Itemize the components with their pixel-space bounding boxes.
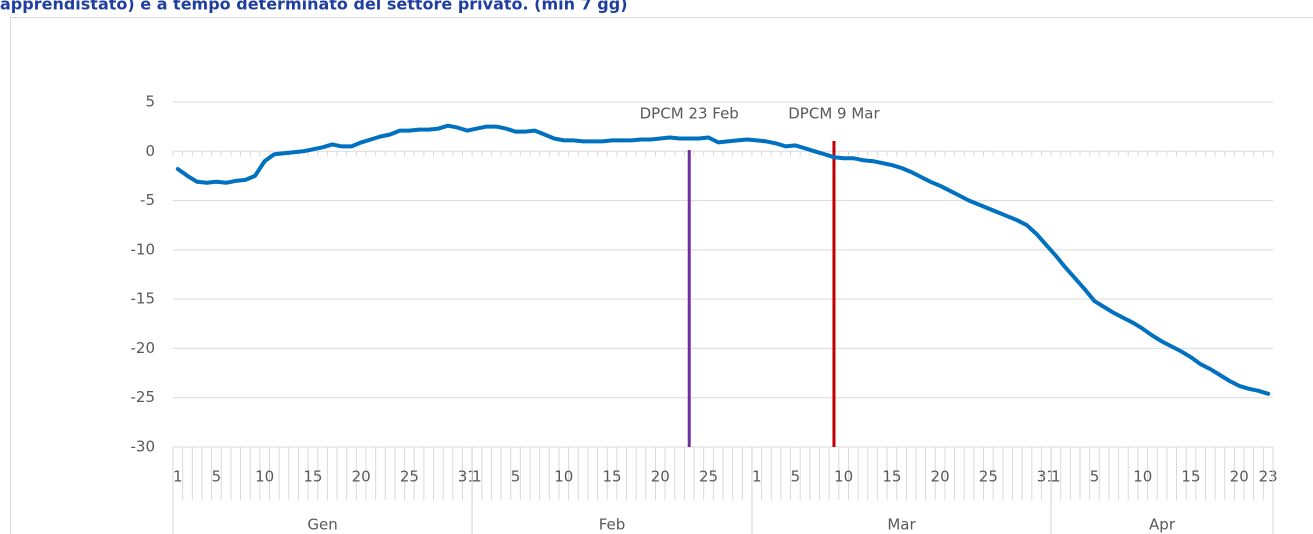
x-tick-label: 5: [791, 468, 801, 486]
x-tick-label: 15: [1181, 468, 1200, 486]
x-tick-label: 25: [979, 468, 998, 486]
x-tick-label: 15: [602, 468, 621, 486]
x-tick-label: 15: [303, 468, 322, 486]
x-tick-label: 25: [699, 468, 718, 486]
x-tick-label: 25: [400, 468, 419, 486]
x-tick-label: 20: [931, 468, 950, 486]
x-tick-label: 5: [1090, 468, 1100, 486]
x-tick-label: 1: [1051, 468, 1061, 486]
y-tick-label: -30: [131, 438, 156, 456]
y-tick-label: 0: [145, 142, 155, 160]
x-tick-label: 10: [834, 468, 853, 486]
x-tick-label: 20: [651, 468, 670, 486]
y-tick-label: -25: [131, 388, 156, 406]
x-tick-label: 20: [1230, 468, 1249, 486]
x-tick-label: 1: [173, 468, 183, 486]
x-tick-label: 5: [212, 468, 222, 486]
chart-frame: [10, 17, 1313, 534]
x-tick-label: 15: [882, 468, 901, 486]
y-tick-label: -20: [131, 339, 156, 357]
x-tick-label: 20: [352, 468, 371, 486]
x-tick-label: 10: [1133, 468, 1152, 486]
data-line: [175, 123, 1271, 396]
y-tick-label: -5: [140, 191, 155, 209]
x-tick-label: 23: [1259, 468, 1278, 486]
y-tick-label: 5: [145, 93, 155, 111]
chart-title: apprendistato) e a tempo determinato del…: [0, 0, 628, 14]
x-tick-label: 1: [472, 468, 482, 486]
x-tick-label: 10: [554, 468, 573, 486]
annotation-label: DPCM 23 Feb: [640, 105, 739, 123]
group-label: Feb: [599, 516, 626, 534]
group-label: Mar: [887, 516, 916, 534]
x-tick-label: 5: [511, 468, 521, 486]
x-tick-label: 10: [255, 468, 274, 486]
annotation-label: DPCM 9 Mar: [788, 105, 880, 123]
group-label: Gen: [307, 516, 337, 534]
group-label: Apr: [1149, 516, 1176, 534]
x-tick-label: 1: [752, 468, 762, 486]
y-tick-label: -10: [131, 240, 156, 258]
y-tick-label: -15: [131, 290, 156, 308]
